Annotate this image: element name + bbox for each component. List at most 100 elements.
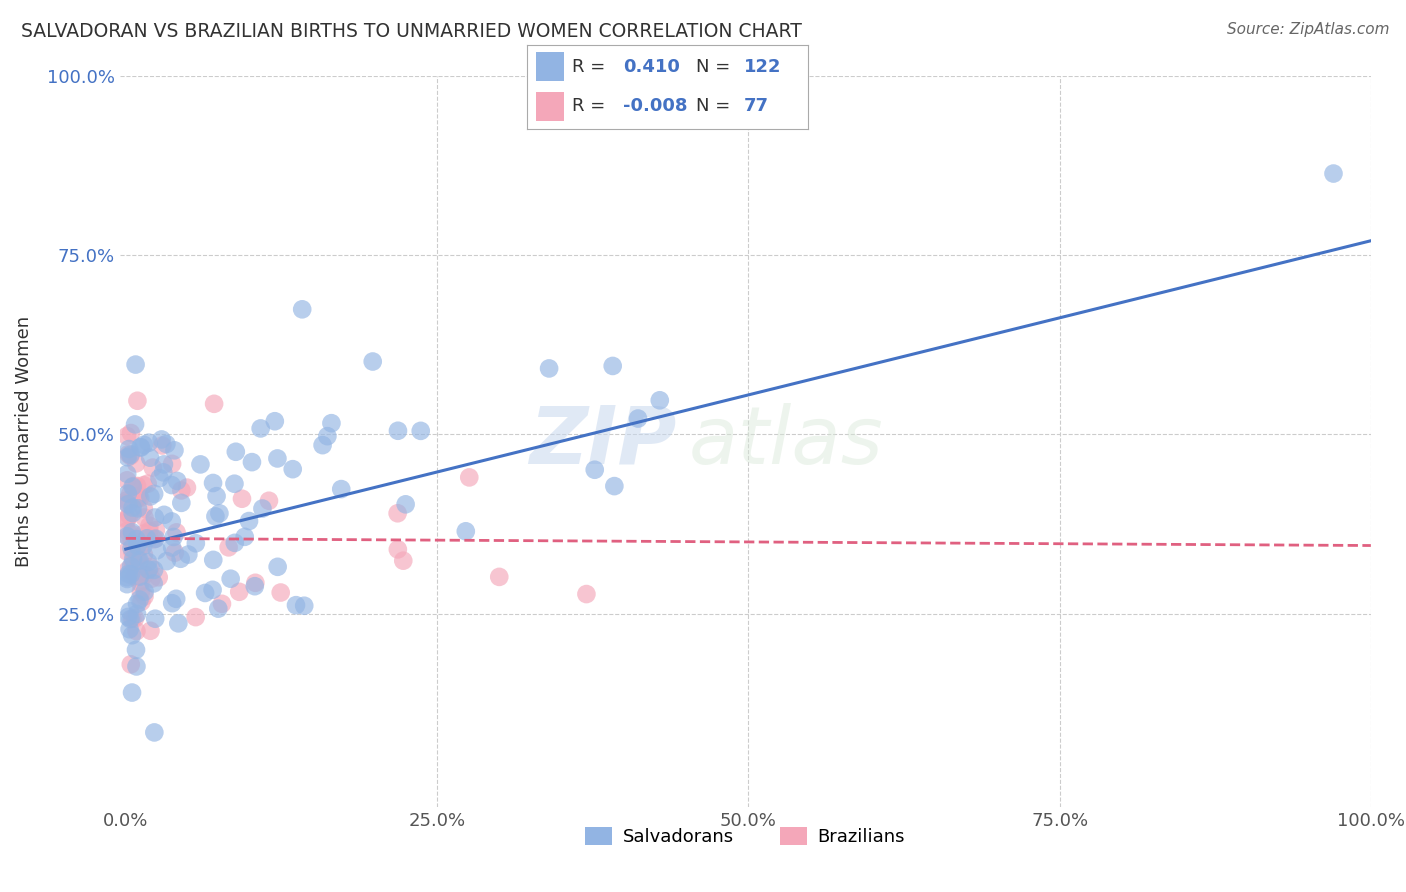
Brazilians — [132, 478, 155, 492]
Brazilians — [387, 542, 409, 557]
Salvadorans — [120, 612, 142, 626]
Text: ZIP: ZIP — [529, 402, 676, 481]
Salvadorans — [146, 543, 169, 558]
Brazilians — [120, 425, 142, 440]
Brazilians — [134, 567, 156, 582]
Salvadorans — [627, 411, 650, 425]
Brazilians — [141, 572, 163, 586]
Salvadorans — [139, 450, 162, 465]
Salvadorans — [125, 643, 148, 657]
Salvadorans — [125, 607, 148, 621]
Salvadorans — [252, 501, 274, 516]
Salvadorans — [121, 506, 143, 520]
Brazilians — [231, 491, 253, 506]
Salvadorans — [321, 416, 343, 430]
Brazilians — [170, 483, 193, 498]
Salvadorans — [225, 444, 247, 458]
Salvadorans — [127, 501, 149, 516]
Salvadorans — [115, 529, 138, 543]
Salvadorans — [160, 478, 183, 492]
Salvadorans — [167, 616, 190, 631]
Brazilians — [166, 525, 188, 540]
Brazilians — [142, 460, 165, 475]
Salvadorans — [128, 592, 150, 607]
Salvadorans — [129, 440, 152, 454]
Brazilians — [202, 397, 225, 411]
Salvadorans — [538, 361, 561, 376]
Salvadorans — [145, 532, 167, 546]
Salvadorans — [143, 563, 166, 577]
Salvadorans — [121, 628, 143, 642]
FancyBboxPatch shape — [536, 53, 564, 81]
Salvadorans — [243, 579, 266, 593]
Salvadorans — [163, 443, 186, 458]
Brazilians — [228, 584, 250, 599]
Brazilians — [245, 575, 267, 590]
Salvadorans — [233, 530, 256, 544]
Salvadorans — [249, 421, 271, 435]
Text: 122: 122 — [744, 58, 782, 76]
Brazilians — [145, 523, 167, 537]
Salvadorans — [143, 510, 166, 524]
Salvadorans — [117, 486, 139, 500]
Brazilians — [132, 548, 155, 562]
Salvadorans — [136, 555, 159, 569]
Salvadorans — [311, 438, 333, 452]
Salvadorans — [136, 531, 159, 545]
Text: -0.008: -0.008 — [623, 97, 688, 115]
Salvadorans — [121, 480, 143, 494]
Salvadorans — [117, 497, 139, 511]
Salvadorans — [117, 566, 139, 581]
Salvadorans — [361, 354, 384, 368]
Salvadorans — [194, 586, 217, 600]
Brazilians — [120, 449, 142, 463]
Brazilians — [132, 526, 155, 541]
Brazilians — [132, 501, 155, 516]
Salvadorans — [125, 532, 148, 546]
Salvadorans — [152, 466, 174, 480]
Text: R =: R = — [572, 97, 606, 115]
Salvadorans — [115, 570, 138, 584]
Text: Source: ZipAtlas.com: Source: ZipAtlas.com — [1226, 22, 1389, 37]
Salvadorans — [240, 455, 263, 469]
Text: N =: N = — [696, 97, 730, 115]
Brazilians — [458, 470, 481, 484]
Brazilians — [131, 595, 153, 609]
Salvadorans — [124, 358, 146, 372]
Salvadorans — [224, 476, 246, 491]
Salvadorans — [1322, 167, 1344, 181]
Brazilians — [139, 624, 162, 638]
Text: atlas: atlas — [689, 402, 883, 481]
Salvadorans — [115, 467, 138, 481]
Brazilians — [257, 493, 280, 508]
Salvadorans — [143, 487, 166, 501]
Brazilians — [139, 560, 162, 574]
Salvadorans — [266, 451, 288, 466]
Brazilians — [127, 551, 149, 566]
Brazilians — [125, 491, 148, 506]
Salvadorans — [118, 604, 141, 618]
Text: 77: 77 — [744, 97, 769, 115]
Salvadorans — [143, 612, 166, 626]
Salvadorans — [153, 458, 176, 472]
Brazilians — [143, 533, 166, 547]
Salvadorans — [153, 508, 176, 522]
Salvadorans — [121, 541, 143, 556]
Brazilians — [136, 476, 159, 491]
Brazilians — [121, 527, 143, 541]
Salvadorans — [204, 509, 226, 524]
Salvadorans — [207, 601, 229, 615]
Salvadorans — [138, 435, 160, 450]
Text: SALVADORAN VS BRAZILIAN BIRTHS TO UNMARRIED WOMEN CORRELATION CHART: SALVADORAN VS BRAZILIAN BIRTHS TO UNMARR… — [21, 22, 801, 41]
Salvadorans — [125, 597, 148, 611]
Brazilians — [124, 569, 146, 583]
Salvadorans — [387, 424, 409, 438]
Salvadorans — [583, 463, 606, 477]
Salvadorans — [150, 433, 173, 447]
Brazilians — [125, 569, 148, 583]
Brazilians — [160, 457, 183, 471]
Brazilians — [138, 524, 160, 538]
Salvadorans — [128, 553, 150, 567]
Brazilians — [387, 506, 409, 520]
Brazilians — [129, 585, 152, 599]
